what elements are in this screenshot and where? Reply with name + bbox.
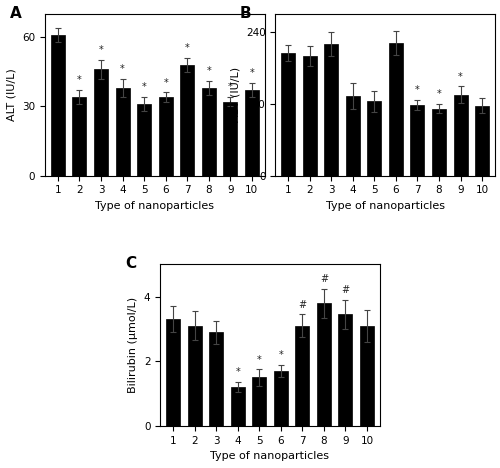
Bar <box>158 97 172 176</box>
Bar <box>296 326 310 426</box>
Bar <box>410 105 424 176</box>
Text: *: * <box>257 354 262 365</box>
Bar <box>245 90 259 176</box>
Bar <box>180 65 194 176</box>
Text: *: * <box>206 66 211 76</box>
Text: *: * <box>250 68 254 79</box>
Bar <box>302 56 316 176</box>
Bar <box>475 106 489 176</box>
Bar <box>72 97 86 176</box>
Bar <box>224 102 237 176</box>
Y-axis label: AST (IU/L): AST (IU/L) <box>230 67 240 122</box>
Bar <box>281 53 295 176</box>
Bar <box>389 43 403 176</box>
Text: *: * <box>228 82 232 92</box>
Text: *: * <box>142 82 146 92</box>
Text: #: # <box>320 274 328 284</box>
Bar <box>274 371 288 426</box>
Bar <box>230 387 244 426</box>
Text: #: # <box>298 300 306 310</box>
X-axis label: Type of nanoparticles: Type of nanoparticles <box>326 201 444 211</box>
Bar <box>94 69 108 176</box>
Text: *: * <box>436 89 442 99</box>
Text: C: C <box>125 256 136 271</box>
Text: *: * <box>415 85 420 95</box>
X-axis label: Type of nanoparticles: Type of nanoparticles <box>210 451 330 461</box>
Bar <box>346 96 360 176</box>
Bar <box>252 377 266 426</box>
Bar <box>209 332 223 426</box>
Text: A: A <box>10 6 22 21</box>
Bar <box>368 102 382 176</box>
Y-axis label: ALT (IU/L): ALT (IU/L) <box>6 68 16 121</box>
Bar <box>137 104 151 176</box>
Text: *: * <box>278 350 283 360</box>
Bar <box>317 303 331 426</box>
Bar <box>116 88 130 176</box>
Text: *: * <box>164 78 168 88</box>
Bar <box>324 44 338 176</box>
Text: *: * <box>185 43 190 53</box>
Text: *: * <box>77 75 82 85</box>
Text: #: # <box>342 285 349 295</box>
Bar <box>360 326 374 426</box>
X-axis label: Type of nanoparticles: Type of nanoparticles <box>96 201 214 211</box>
Text: B: B <box>240 6 252 21</box>
Bar <box>188 326 202 426</box>
Bar <box>166 319 180 426</box>
Bar <box>202 88 216 176</box>
Bar <box>338 314 352 426</box>
Bar <box>432 109 446 176</box>
Text: *: * <box>458 72 463 81</box>
Text: *: * <box>98 45 103 55</box>
Bar <box>51 35 65 176</box>
Y-axis label: Bilirubin (μmol/L): Bilirubin (μmol/L) <box>128 297 138 393</box>
Bar <box>454 95 468 176</box>
Text: *: * <box>236 367 240 377</box>
Text: *: * <box>120 64 125 74</box>
